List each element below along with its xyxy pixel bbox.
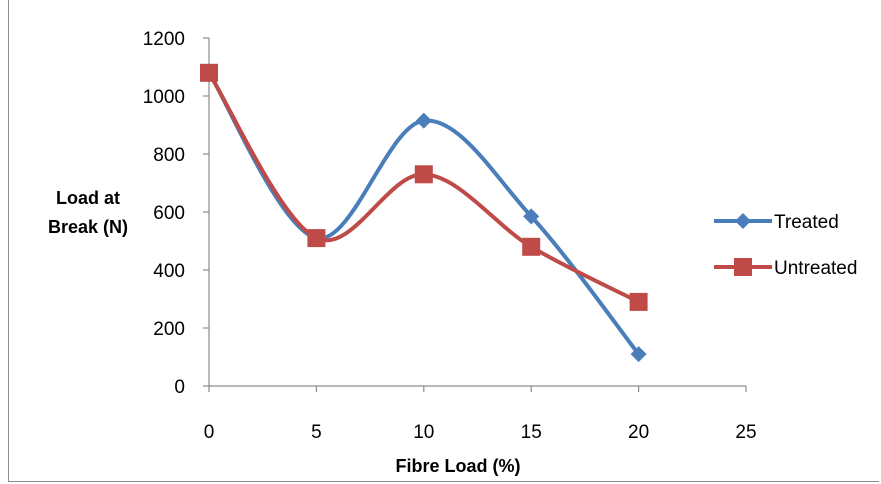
data-point-untreated (522, 237, 541, 256)
y-axis-title-line-1: Load at (56, 188, 120, 208)
data-point-untreated (200, 63, 218, 82)
x-tick-label: 5 (311, 422, 322, 443)
x-tick-label: 10 (413, 422, 434, 443)
y-tick-label: 600 (153, 203, 185, 224)
legend-marker-treated (735, 213, 751, 229)
series-layer (200, 63, 648, 363)
data-point-treated (523, 208, 540, 225)
data-point-treated (630, 346, 647, 363)
series-line-untreated (207, 70, 641, 304)
x-tick-label: 15 (521, 422, 542, 443)
x-axis-title: Fibre Load (%) (396, 456, 521, 476)
data-point-untreated (629, 292, 648, 311)
y-tick-label: 800 (153, 145, 185, 166)
x-tick-label: 20 (628, 422, 649, 443)
legend-label-untreated: Untreated (774, 258, 857, 279)
y-tick-label: 400 (153, 261, 185, 282)
y-axis: 0 200 400 600 800 1000 1200 (143, 29, 210, 398)
data-point-untreated (307, 229, 326, 248)
data-point-treated (415, 112, 432, 129)
y-tick-label: 1000 (143, 87, 185, 108)
x-tick-label: 0 (204, 422, 215, 443)
legend: Treated Untreated (714, 212, 857, 279)
data-point-untreated (414, 165, 433, 184)
x-tick-label: 25 (735, 422, 756, 443)
y-axis-title-line-2: Break (N) (48, 217, 128, 237)
x-axis: 0 5 10 15 20 25 (204, 385, 757, 443)
legend-marker-untreated (734, 258, 752, 276)
legend-label-treated: Treated (774, 212, 839, 233)
y-tick-label: 200 (153, 319, 185, 340)
y-tick-label: 1200 (143, 29, 185, 50)
chart-frame (8, 0, 879, 482)
y-tick-label: 0 (174, 377, 185, 398)
